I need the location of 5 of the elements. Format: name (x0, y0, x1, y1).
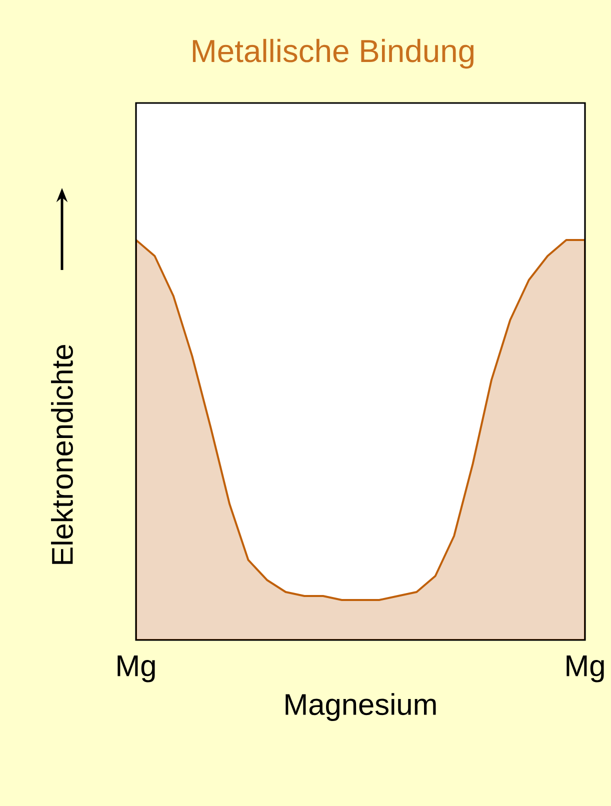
y-axis-title: Elektronendichte (51, 345, 73, 564)
chart-title: Metallische Bindung (192, 38, 474, 69)
x-tick-label: Mg (566, 656, 604, 682)
x-axis-title: Magnesium (286, 693, 436, 721)
x-tick-label: Mg (118, 656, 155, 682)
